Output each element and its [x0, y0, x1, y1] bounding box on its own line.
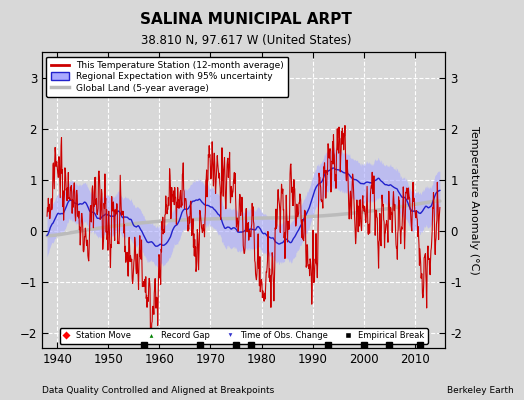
Text: Berkeley Earth: Berkeley Earth: [447, 386, 514, 395]
Text: SALINA MUNICIPAL ARPT: SALINA MUNICIPAL ARPT: [140, 12, 352, 27]
Text: 38.810 N, 97.617 W (United States): 38.810 N, 97.617 W (United States): [141, 34, 352, 47]
Legend: Station Move, Record Gap, Time of Obs. Change, Empirical Break: Station Move, Record Gap, Time of Obs. C…: [60, 328, 428, 344]
Text: Data Quality Controlled and Aligned at Breakpoints: Data Quality Controlled and Aligned at B…: [42, 386, 274, 395]
Y-axis label: Temperature Anomaly (°C): Temperature Anomaly (°C): [469, 126, 479, 274]
